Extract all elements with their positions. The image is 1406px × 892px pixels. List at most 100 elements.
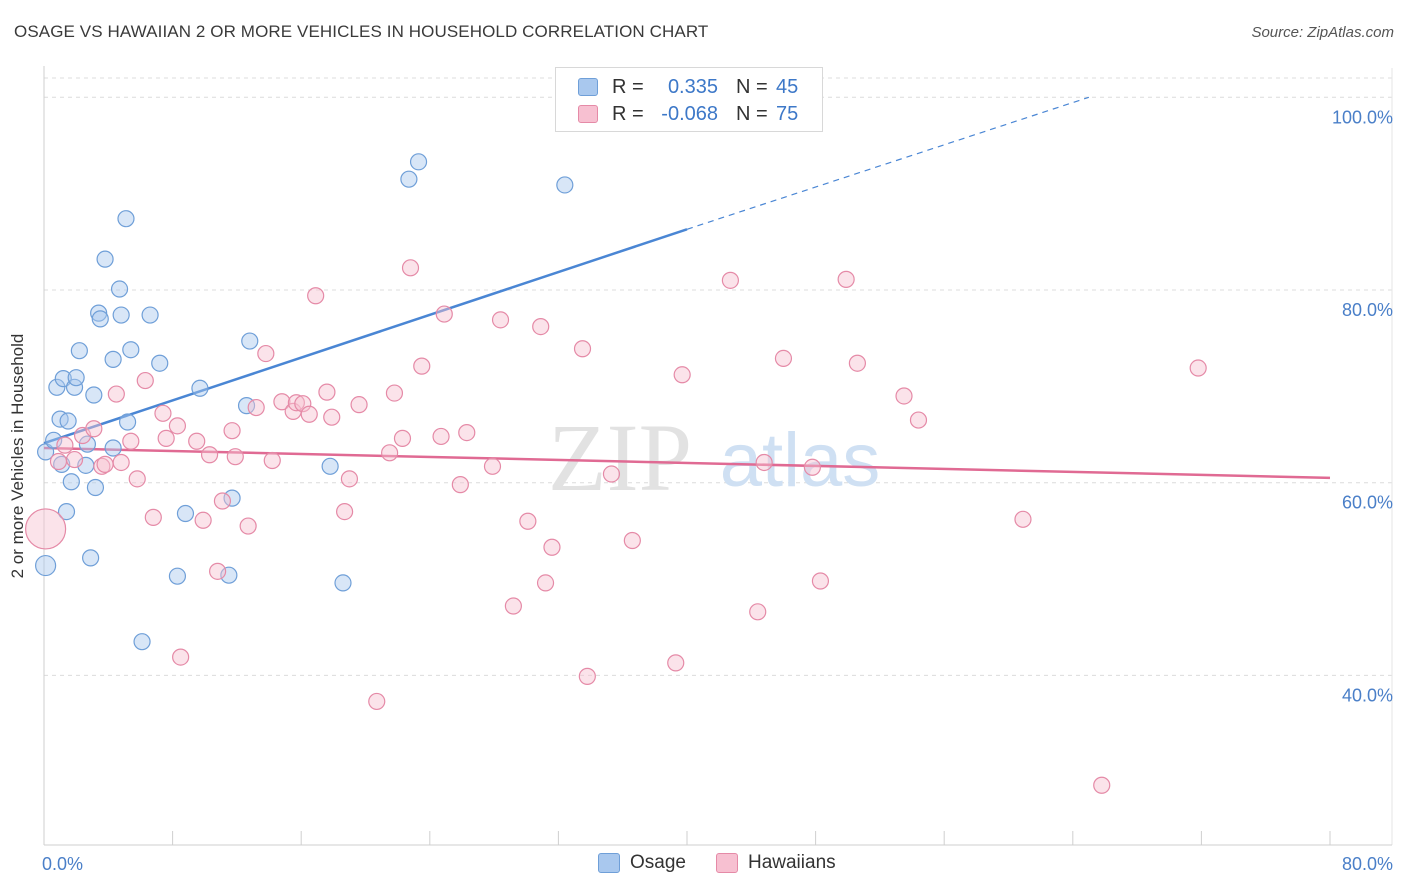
hawaiians-point (194, 511, 212, 529)
hawaiians-point (803, 458, 821, 476)
x-tick-label: 80.0% (1342, 854, 1393, 874)
osage-r-value: 0.335 (667, 75, 718, 98)
hawaiians-point (536, 574, 555, 592)
hawaiians-trend-line (43, 446, 1331, 480)
hawaiians-r-value: -0.068 (661, 102, 718, 125)
y-tick-label: 60.0% (1342, 493, 1393, 513)
hawaiians-point (393, 429, 412, 447)
osage-point (112, 306, 130, 324)
hawaiians-point (154, 404, 172, 422)
hawaiians-point (385, 384, 404, 402)
osage-point (35, 554, 57, 577)
hawaiians-point (96, 455, 114, 473)
source-credit: Source: ZipAtlas.com (1251, 24, 1394, 41)
n-label: N = (736, 75, 768, 98)
hawaiians-point (247, 398, 265, 417)
hawaiians-swatch (578, 105, 598, 123)
hawaiians-point (848, 354, 866, 372)
hawaiians-point (909, 411, 928, 429)
hawaiians-point (25, 508, 67, 550)
osage-point (168, 567, 187, 585)
osage-point (110, 280, 129, 298)
hawaiians-point (340, 470, 359, 488)
osage-point (104, 350, 122, 368)
hawaiians-point (112, 453, 130, 472)
tick-labels: 40.0% 60.0% 80.0% 100.0% 0.0% 80.0% (42, 107, 1393, 874)
chart-title: OSAGE VS HAWAIIAN 2 OR MORE VEHICLES IN … (14, 22, 709, 41)
osage-point (45, 431, 63, 449)
legend-item-hawaiians[interactable]: Hawaiians (715, 852, 836, 874)
osage-point (321, 457, 339, 475)
hawaiians-point (85, 420, 103, 438)
hawaiians-point (573, 340, 592, 358)
hawaiians-point (300, 405, 318, 423)
hawaiians-point (837, 270, 855, 288)
y-tick-label: 100.0% (1332, 107, 1393, 127)
osage-point (104, 439, 122, 457)
axes (43, 66, 1393, 846)
data-points (25, 153, 1207, 794)
osage-legend-label: Osage (630, 852, 686, 873)
osage-point (118, 413, 137, 431)
osage-point (82, 549, 100, 567)
r-label: R = (612, 75, 644, 98)
osage-point (96, 250, 114, 268)
hawaiians-point (223, 422, 241, 440)
hawaiians-point (667, 654, 685, 672)
hawaiians-point (432, 427, 450, 446)
osage-swatch (578, 78, 598, 96)
hawaiians-point (144, 508, 162, 526)
osage-point (59, 412, 77, 430)
hawaiians-point (287, 394, 305, 412)
hawaiians-point (209, 562, 227, 580)
osage-point (334, 574, 352, 592)
osage-point (220, 566, 238, 584)
osage-point (90, 304, 108, 322)
trend-lines (43, 96, 1331, 480)
osage-point (141, 306, 159, 324)
hawaiians-point (294, 395, 312, 413)
hawaiians-point (721, 271, 740, 289)
osage-trend-line (43, 228, 688, 445)
legend-item-osage[interactable]: Osage (598, 852, 686, 874)
hawaiians-point (755, 453, 773, 472)
hawaiians-point (749, 603, 767, 621)
watermark: ZIP atlas (548, 404, 880, 511)
hawaiians-point (413, 357, 431, 375)
osage-point (57, 503, 76, 521)
legend-row-hawaiians: R = -0.068 N = 75 (578, 101, 798, 127)
x-tick-label: 0.0% (42, 854, 83, 874)
hawaiians-point (532, 318, 550, 336)
hawaiians-point (504, 597, 522, 615)
watermark-atlas: atlas (720, 418, 881, 503)
hawaiians-point (257, 344, 275, 363)
hawaiians-point (811, 572, 830, 590)
hawaiians-point (273, 393, 291, 411)
hawaiians-point (401, 259, 420, 277)
osage-point (133, 633, 151, 651)
r-label: R = (612, 102, 644, 125)
osage-legend-swatch (598, 853, 620, 873)
hawaiians-point (213, 492, 232, 510)
osage-point (91, 310, 109, 328)
hawaiians-legend-swatch (715, 853, 738, 873)
osage-point (53, 455, 71, 473)
hawaiians-point (65, 450, 84, 469)
legend-row-osage: R = 0.335 N = 45 (578, 74, 798, 100)
osage-point (400, 170, 418, 188)
osage-point (117, 210, 135, 228)
osage-point (54, 370, 72, 388)
osage-point (241, 332, 259, 350)
hawaiians-point (543, 538, 561, 556)
hawaiians-point (1189, 359, 1207, 377)
osage-point (409, 153, 428, 171)
hawaiians-point (239, 517, 257, 535)
osage-point (191, 379, 209, 397)
hawaiians-point (435, 305, 453, 323)
osage-point (176, 504, 195, 523)
hawaiians-point (483, 457, 502, 475)
osage-point (78, 435, 97, 453)
n-label: N = (736, 102, 768, 125)
y-tick-label: 80.0% (1342, 300, 1393, 320)
hawaiians-point (602, 465, 621, 483)
